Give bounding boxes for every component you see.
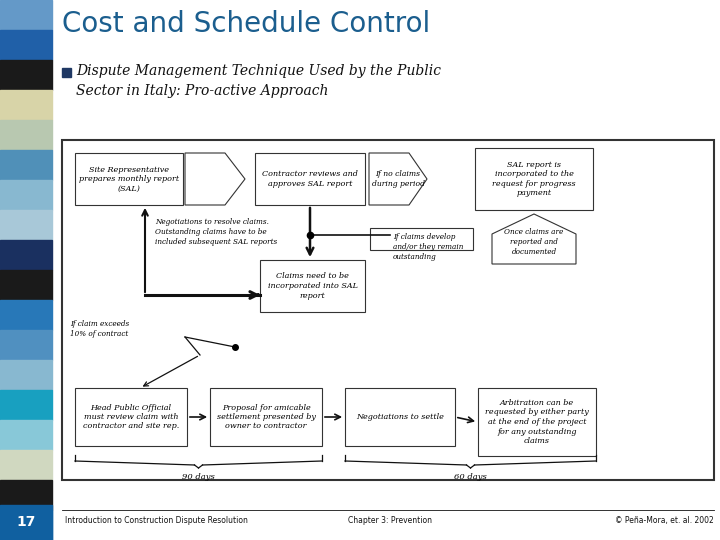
Bar [255, 153, 365, 205]
Bar [0, 270, 52, 300]
Text: Negotiations to resolve claims.
Outstanding claims have to be
included subsequen: Negotiations to resolve claims. Outstand… [155, 218, 277, 246]
Bar [0, 150, 52, 180]
Text: © Peña-Mora, et. al. 2002: © Peña-Mora, et. al. 2002 [616, 516, 714, 525]
Bar [0, 360, 52, 390]
Bar [0, 505, 52, 540]
Bar [0, 180, 52, 210]
Polygon shape [492, 214, 576, 264]
Bar [62, 68, 71, 77]
Text: 90 days: 90 days [182, 473, 215, 481]
Bar [0, 240, 52, 270]
Bar [345, 388, 455, 446]
Text: 17: 17 [17, 515, 36, 529]
Text: If no claims
during period: If no claims during period [372, 171, 425, 187]
Bar [0, 90, 52, 120]
Bar [478, 388, 596, 456]
Text: Negotiations to settle: Negotiations to settle [356, 413, 444, 421]
Text: Claims need to be
incorporated into SAL
report: Claims need to be incorporated into SAL … [268, 273, 358, 300]
Text: Cost and Schedule Control: Cost and Schedule Control [62, 10, 431, 38]
Bar [0, 210, 52, 240]
Text: If claim exceeds
10% of contract: If claim exceeds 10% of contract [70, 320, 130, 338]
Bar [0, 60, 52, 90]
Bar [210, 388, 322, 446]
Bar [370, 228, 473, 250]
Bar [0, 120, 52, 150]
Bar [0, 0, 52, 30]
Text: 60 days: 60 days [454, 473, 487, 481]
Bar [0, 480, 52, 510]
Text: Site Representative
prepares monthly report
(SAL): Site Representative prepares monthly rep… [79, 165, 179, 192]
Text: If claims develop
and/or they remain
outstanding: If claims develop and/or they remain out… [393, 233, 464, 261]
Bar [75, 388, 187, 446]
Text: Dispute Management Technique Used by the Public
Sector in Italy: Pro-active Appr: Dispute Management Technique Used by the… [76, 64, 441, 98]
Bar [0, 300, 52, 330]
Text: Proposal for amicable
settlement presented by
owner to contractor: Proposal for amicable settlement present… [217, 403, 315, 430]
Bar [0, 390, 52, 420]
Bar [0, 450, 52, 480]
Bar [0, 30, 52, 60]
Text: SAL report is
incorporated to the
request for progress
payment: SAL report is incorporated to the reques… [492, 161, 576, 197]
Bar [0, 330, 52, 360]
Bar [62, 140, 714, 480]
Bar [475, 148, 593, 210]
Polygon shape [185, 153, 245, 205]
Polygon shape [369, 153, 427, 205]
Bar [0, 510, 52, 540]
Text: Head Public Official
must review claim with
contractor and site rep.: Head Public Official must review claim w… [83, 403, 179, 430]
Text: Contractor reviews and
approves SAL report: Contractor reviews and approves SAL repo… [262, 170, 358, 188]
Bar [260, 260, 365, 312]
Bar [75, 153, 183, 205]
Text: Arbitration can be
requested by either party
at the end of the project
for any o: Arbitration can be requested by either p… [485, 399, 589, 445]
Text: Chapter 3: Prevention: Chapter 3: Prevention [348, 516, 432, 525]
Text: Introduction to Construction Dispute Resolution: Introduction to Construction Dispute Res… [65, 516, 248, 525]
Text: Once claims are
reported and
documented: Once claims are reported and documented [505, 228, 564, 256]
Bar [0, 420, 52, 450]
